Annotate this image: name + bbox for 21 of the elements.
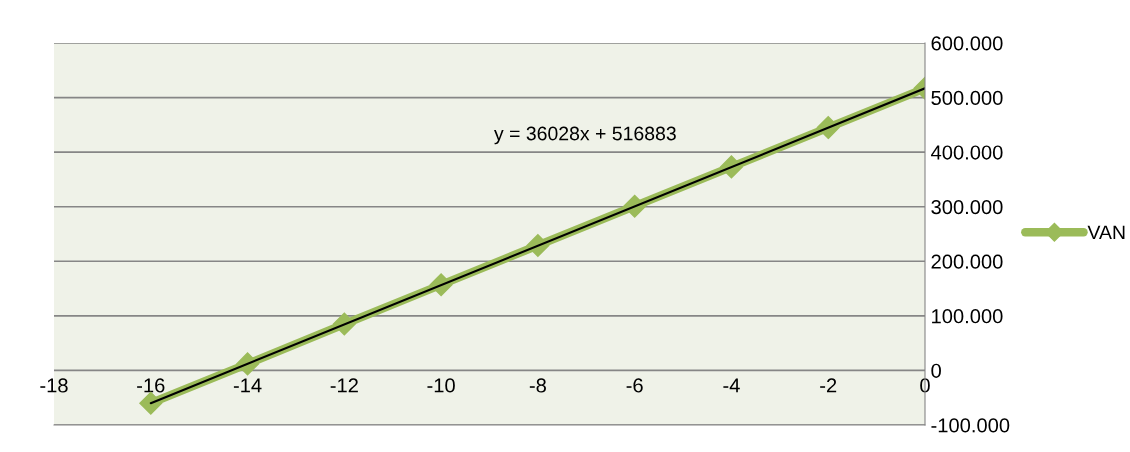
x-tick-label: -12 <box>330 378 358 393</box>
y-tick-label: 600.000 <box>931 36 1003 51</box>
annotation: y = 36028x + 516883 <box>494 126 676 145</box>
x-tick-label: -6 <box>626 378 643 393</box>
y-tick-label: 500.000 <box>931 90 1003 106</box>
x-tick-label: -10 <box>427 378 455 393</box>
y-tick-label: 0 <box>931 363 941 378</box>
x-tick-label: 0 <box>920 378 930 393</box>
x-tick-label: -14 <box>233 378 262 393</box>
x-tick-label: -8 <box>529 378 546 393</box>
y-tick-label: -100.000 <box>931 418 1010 433</box>
x-tick-label: -4 <box>723 378 740 393</box>
legend-label: VAN <box>1087 225 1125 240</box>
x-tick-label: -2 <box>820 378 837 393</box>
point <box>139 391 163 415</box>
x-tick-label: -18 <box>40 378 68 393</box>
y-tick-label: 100.000 <box>932 309 1003 324</box>
y-tick-label: 300.000 <box>931 199 1003 215</box>
x-tick-label: -16 <box>137 378 165 393</box>
y-tick-label: 200.000 <box>931 254 1003 269</box>
y-tick-label: 400.000 <box>931 145 1003 160</box>
